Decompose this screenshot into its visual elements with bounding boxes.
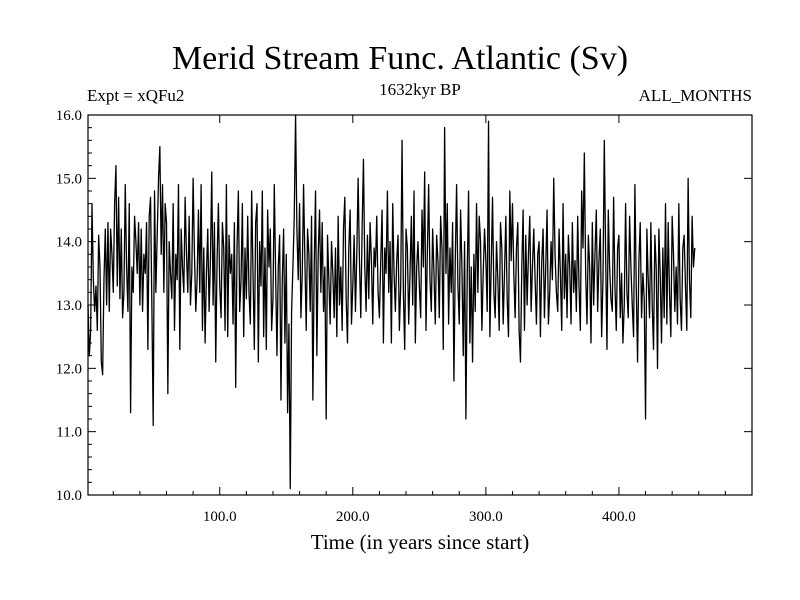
experiment-label: Expt = xQFu2 (87, 86, 185, 105)
series-line (87, 114, 696, 490)
y-tick-label: 10.0 (56, 488, 82, 504)
y-tick-label: 13.0 (56, 298, 82, 314)
y-tick-label: 11.0 (56, 425, 82, 441)
chart-subtitle: 1632kyr BP (379, 80, 461, 99)
x-axis-label: Time (in years since start) (310, 530, 530, 554)
x-tick-label: 100.0 (203, 509, 237, 525)
y-tick-label: 12.0 (56, 361, 82, 377)
months-label: ALL_MONTHS (638, 86, 752, 105)
x-tick-label: 300.0 (469, 509, 503, 525)
y-tick-label: 15.0 (56, 171, 82, 187)
x-tick-label: 400.0 (602, 509, 636, 525)
chart-title: Merid Stream Func. Atlantic (Sv) (171, 40, 629, 77)
x-tick-label: 200.0 (336, 509, 370, 525)
y-tick-label: 16.0 (56, 108, 82, 124)
y-tick-label: 14.0 (56, 235, 82, 251)
y-axis-ticks: 10.0 11.0 12.0 13.0 14.0 15.0 16.0 (56, 108, 752, 504)
x-axis-ticks: 100.0 200.0 300.0 400.0 (112, 115, 726, 525)
